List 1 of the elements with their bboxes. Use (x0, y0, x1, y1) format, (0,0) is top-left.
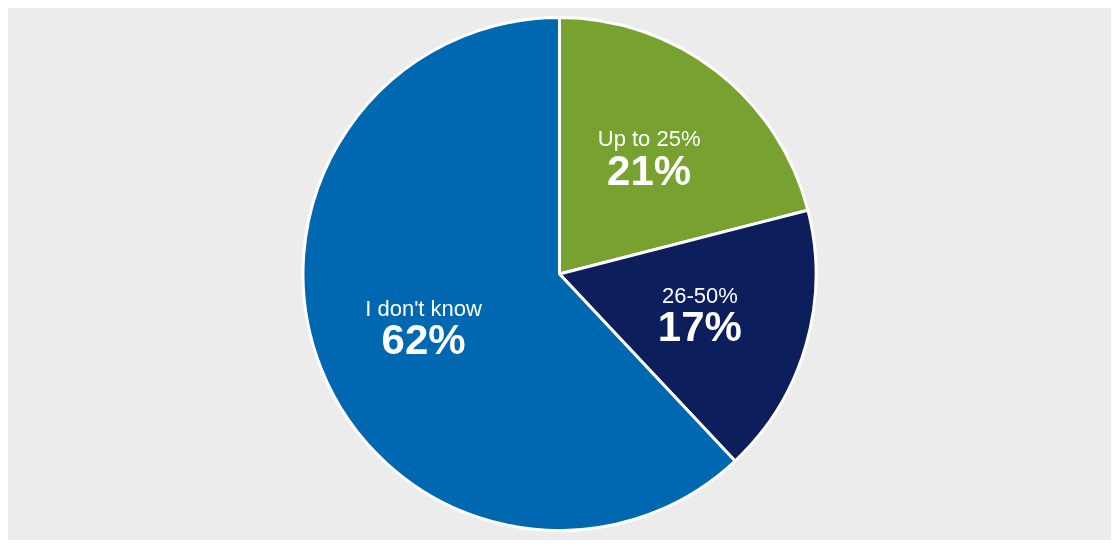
slice-label: Up to 25% (597, 126, 701, 152)
